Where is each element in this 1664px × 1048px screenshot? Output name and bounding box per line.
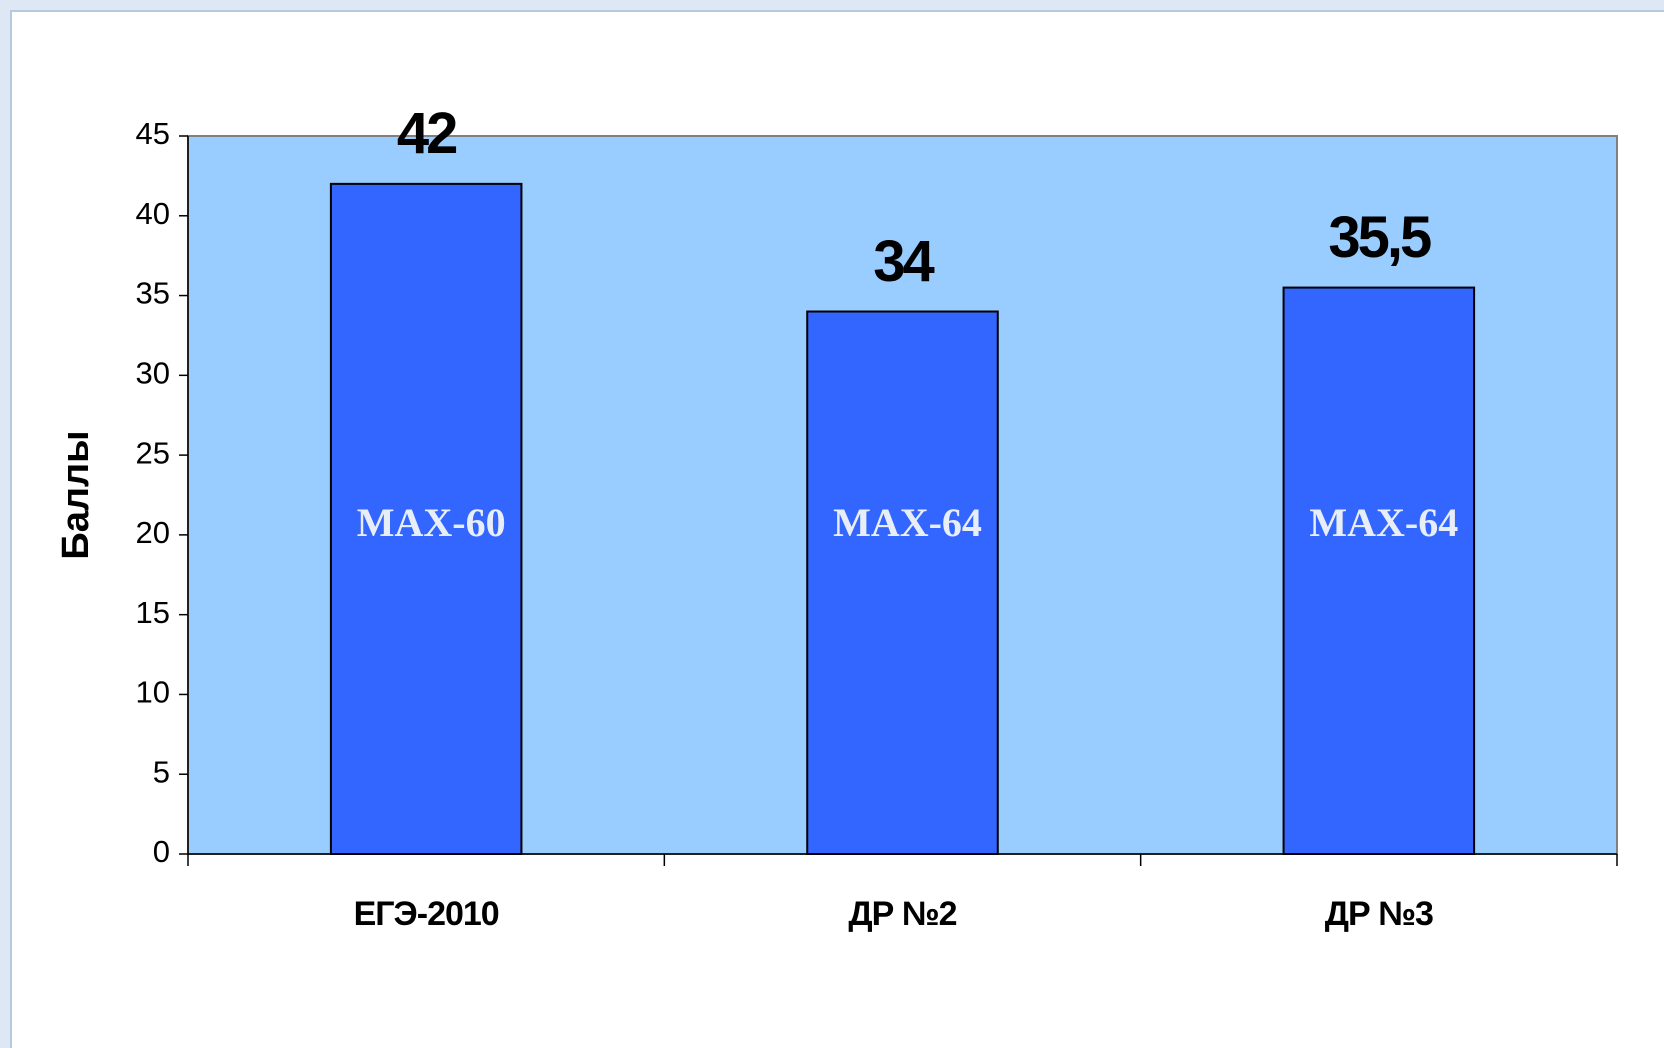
data-label: 42 xyxy=(397,101,456,166)
bar-annotation: MAX-64 xyxy=(1309,500,1458,545)
bar xyxy=(806,310,999,855)
y-tick-label: 45 xyxy=(136,116,170,151)
y-tick-label: 10 xyxy=(136,675,170,710)
y-tick-label: 20 xyxy=(136,515,170,550)
y-tick-label: 0 xyxy=(153,834,170,869)
x-tick-label: ДР №2 xyxy=(848,895,956,933)
y-tick-label: 30 xyxy=(136,356,170,391)
y-tick-label: 25 xyxy=(136,435,170,470)
y-tick-label: 15 xyxy=(136,595,170,630)
y-axis-label: Баллы xyxy=(55,430,97,559)
y-tick-label: 5 xyxy=(153,754,170,789)
data-label: 34 xyxy=(873,229,934,294)
data-label: 35,5 xyxy=(1328,205,1431,270)
bar xyxy=(1282,286,1476,856)
y-tick-label: 40 xyxy=(136,196,170,231)
bar xyxy=(329,182,523,856)
y-tick-label: 35 xyxy=(136,276,170,311)
bar-annotation: MAX-60 xyxy=(357,500,506,545)
x-tick-label: ЕГЭ-2010 xyxy=(354,895,499,933)
bar-annotation: MAX-64 xyxy=(833,500,982,545)
x-tick-label: ДР №3 xyxy=(1325,895,1433,933)
